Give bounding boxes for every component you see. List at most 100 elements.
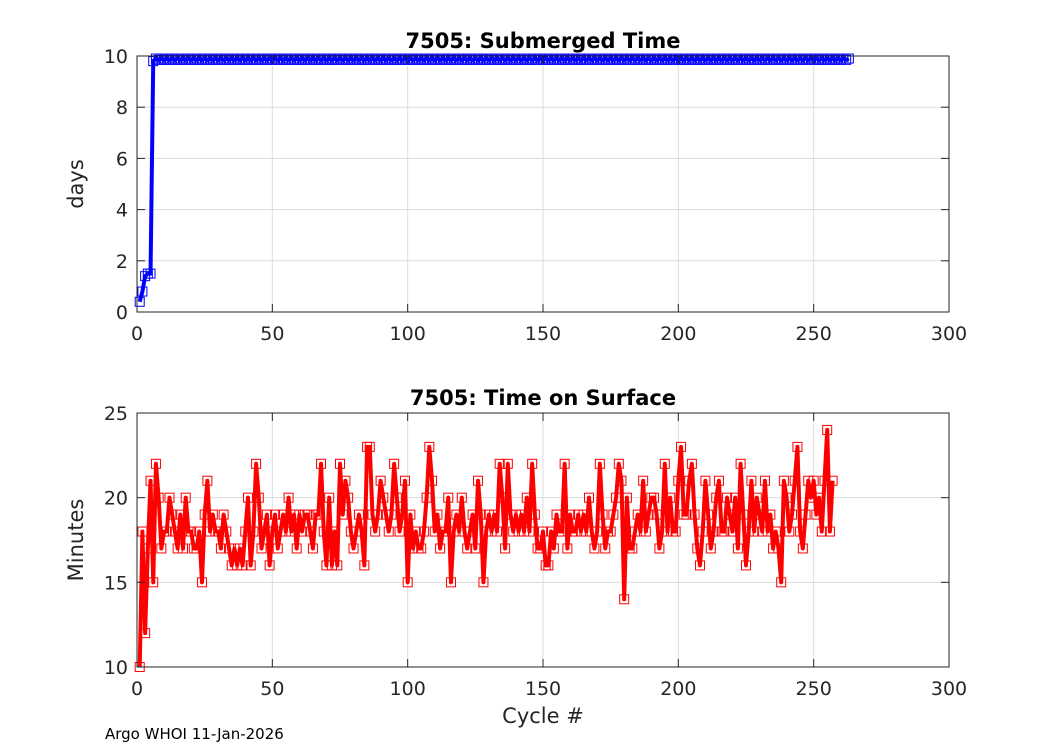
data-point	[678, 54, 689, 65]
data-point	[575, 526, 586, 537]
data-point	[297, 526, 308, 537]
data-point	[310, 54, 321, 65]
data-point	[178, 53, 189, 64]
data-point	[167, 509, 178, 520]
data-point	[345, 53, 356, 64]
data-point	[424, 441, 435, 452]
data-point	[662, 54, 673, 65]
data-point	[253, 53, 264, 64]
data-point	[722, 492, 733, 503]
y-tick-label: 2	[116, 251, 128, 273]
data-point	[616, 53, 627, 64]
data-point	[432, 53, 443, 64]
data-point	[532, 54, 543, 65]
data-point	[751, 53, 762, 64]
x-tick-label: 300	[931, 678, 967, 700]
data-point	[351, 526, 362, 537]
data-point	[841, 54, 852, 65]
data-point	[694, 560, 705, 571]
data-point	[608, 509, 619, 520]
data-point	[632, 509, 643, 520]
data-point	[627, 543, 638, 554]
data-point	[795, 526, 806, 537]
data-point	[448, 53, 459, 64]
data-point	[416, 53, 427, 64]
data-point	[194, 53, 205, 64]
data-point	[335, 53, 345, 64]
data-point	[375, 475, 386, 486]
data-point	[581, 54, 592, 65]
data-point	[600, 543, 611, 554]
data-point	[462, 54, 473, 65]
data-point	[627, 53, 638, 64]
data-point	[294, 54, 305, 65]
data-point	[318, 526, 329, 537]
data-point	[789, 53, 800, 64]
data-point	[302, 509, 313, 520]
data-point	[803, 475, 814, 486]
data-point	[521, 492, 532, 503]
data-point	[481, 526, 492, 537]
data-point	[448, 526, 459, 537]
data-point	[692, 543, 703, 554]
data-point	[573, 509, 584, 520]
y-tick-label: 25	[104, 403, 128, 425]
data-point	[391, 54, 402, 65]
chart-title: 7505: Time on Surface	[410, 386, 676, 410]
data-point	[613, 54, 624, 65]
data-point	[805, 53, 816, 64]
data-point	[408, 54, 419, 65]
data-point	[316, 54, 327, 65]
data-point	[286, 53, 297, 64]
data-point	[562, 53, 573, 64]
data-point	[559, 458, 570, 469]
data-point	[270, 53, 281, 64]
data-point	[329, 526, 340, 537]
x-tick-label: 250	[796, 323, 832, 345]
data-point	[835, 54, 846, 65]
data-point	[548, 543, 559, 554]
data-point	[667, 54, 678, 65]
data-point	[391, 492, 402, 503]
data-point	[713, 475, 724, 486]
data-point	[172, 543, 183, 554]
data-point	[619, 594, 630, 605]
data-point	[489, 54, 500, 65]
data-point	[751, 492, 762, 503]
data-point	[394, 53, 405, 64]
data-point	[543, 54, 554, 65]
data-point	[356, 526, 367, 537]
x-tick-label: 200	[660, 678, 696, 700]
data-point	[205, 53, 216, 64]
data-point	[278, 509, 289, 520]
data-point	[372, 53, 383, 64]
data-point	[261, 54, 272, 65]
data-point	[283, 54, 294, 65]
data-point	[205, 526, 216, 537]
data-point	[278, 54, 289, 65]
data-point	[759, 54, 770, 65]
data-point	[175, 54, 186, 65]
data-point	[500, 54, 511, 65]
data-point	[486, 526, 497, 537]
data-point	[686, 458, 697, 469]
data-point	[546, 53, 557, 64]
data-point	[142, 543, 153, 554]
data-point	[784, 53, 795, 64]
data-point	[694, 54, 705, 65]
x-tick-label: 50	[260, 678, 284, 700]
data-point	[578, 53, 589, 64]
data-point	[153, 492, 164, 503]
data-point	[237, 560, 248, 571]
data-point	[229, 543, 240, 554]
data-point	[697, 526, 708, 537]
data-point	[264, 560, 275, 571]
data-point	[778, 53, 789, 64]
data-point	[207, 509, 218, 520]
data-point	[473, 54, 484, 65]
data-point	[765, 509, 776, 520]
data-point	[546, 526, 557, 537]
data-point	[294, 509, 305, 520]
data-point	[248, 53, 259, 64]
data-point	[353, 54, 364, 65]
